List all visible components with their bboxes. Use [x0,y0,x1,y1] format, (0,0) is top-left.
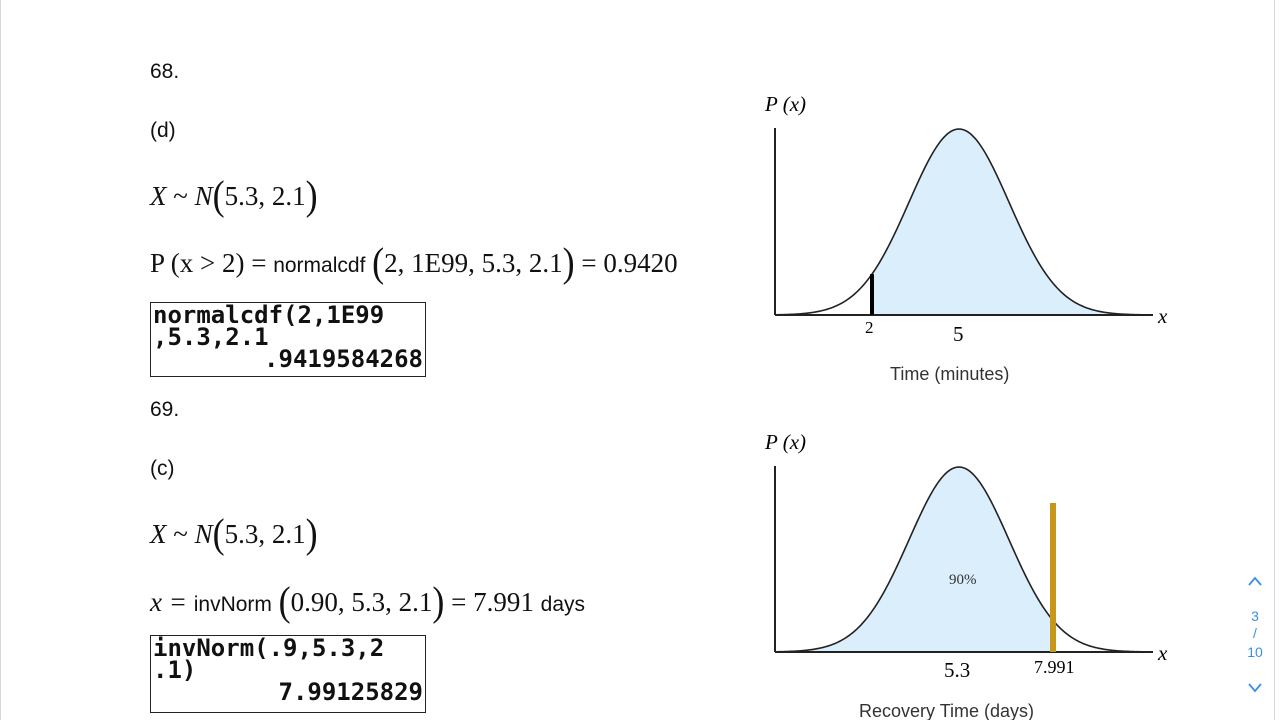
equation-unit: days [540,593,585,616]
x-axis-title: Time (minutes) [890,364,1009,384]
x-axis-symbol: x [1157,641,1168,665]
chart-y-label: P (x) [764,430,806,454]
shaded-area-label: 90% [949,572,977,588]
shaded-area [775,467,1053,652]
normal-curve-chart-68: P (x) x 2 5 Time (minutes) [764,92,1168,384]
equation-args: 0.90, 5.3, 2.1 [290,587,433,617]
equation-lhs: x = [150,587,187,617]
page-separator: / [1253,625,1257,641]
calc-result: 7.99125829 [278,678,424,706]
equation-rhs: = 7.991 [451,587,534,617]
calculator-screen-69: invNorm(.9,5.3,2 .1) 7.99125829 [150,635,426,713]
calc-line: .1) [153,656,197,684]
problem-number-69: 69. [150,398,180,421]
distribution-69: X ~ N(5.3, 2.1) [150,510,318,556]
dist-tilde: ~ [173,519,188,549]
tick-label: 2 [865,318,874,337]
page-left-edge [0,0,1,720]
dist-sd: 2.1 [271,181,306,211]
normal-curve-chart-69: P (x) 90% x 5.3 7.991 Recovery Time (day… [764,430,1168,720]
equation-func: normalcdf [273,254,366,277]
problem-part-c: (c) [150,457,175,480]
dist-mean: 5.3 [224,181,259,211]
calc-line: ,5.3,2.1 [153,323,269,351]
dist-tilde: ~ [173,181,188,211]
equation-rhs: = 0.9420 [581,248,678,278]
calc-line: normalcdf(2,1E99 [153,301,385,329]
normal-curve [774,466,1154,653]
calculator-screen-68: normalcdf(2,1E99 ,5.3,2.1 .9419584268 [150,302,426,377]
normal-curve [774,128,1154,316]
chevron-down-icon[interactable] [1240,680,1270,696]
problem-number-68: 68. [150,60,180,83]
equation-68: P (x > 2) = normalcdf (2, 1E99, 5.3, 2.1… [150,239,678,285]
dist-sd: 2.1 [271,519,306,549]
equation-69: x = invNorm (0.90, 5.3, 2.1) = 7.991 day… [150,578,585,624]
shaded-area [872,129,1153,315]
tick-label: 5 [953,322,964,346]
page-current: 3 [1251,608,1259,624]
x-axis-title: Recovery Time (days) [859,701,1034,720]
x-axis-symbol: x [1157,304,1168,328]
problem-part-d: (d) [150,119,176,142]
equation-lhs: P (x > 2) = [150,248,267,278]
dist-mean: 5.3 [224,519,259,549]
equation-func: invNorm [193,593,272,616]
tick-label: 7.991 [1034,657,1075,677]
equation-args: 2, 1E99, 5.3, 2.1 [384,248,563,278]
dist-var: X [150,519,167,549]
dist-name: N [194,519,213,549]
tick-label: 5.3 [944,658,970,682]
chevron-up-icon[interactable] [1240,570,1270,593]
page-total: 10 [1247,644,1263,660]
dist-var: X [150,181,167,211]
chart-y-label: P (x) [764,92,806,116]
distribution-68: X ~ N(5.3, 2.1) [150,172,318,218]
calc-line: invNorm(.9,5.3,2 [153,634,385,662]
dist-name: N [194,181,213,211]
calc-result: .9419584268 [264,345,423,373]
page-right-edge [1274,0,1275,720]
